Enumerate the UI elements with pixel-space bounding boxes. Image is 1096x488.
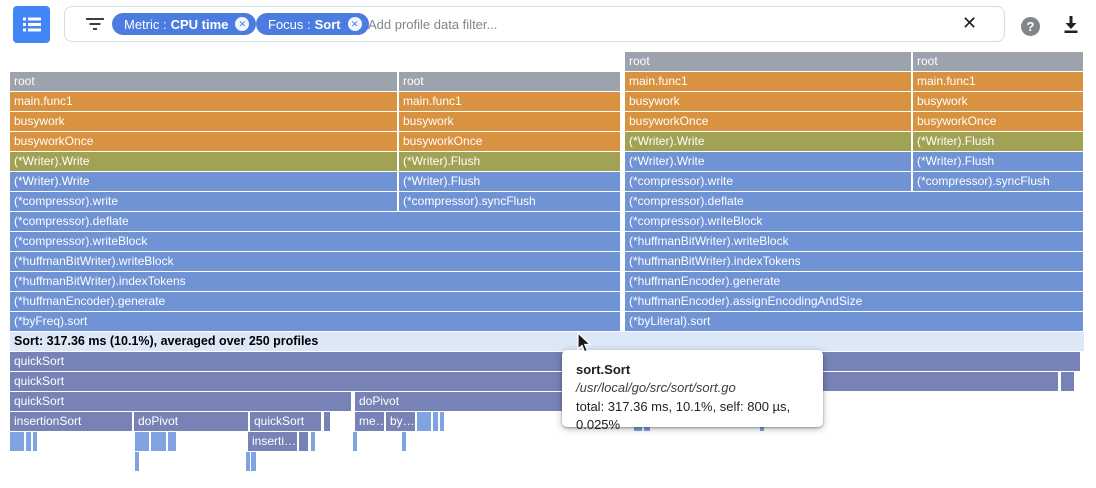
flame-bar-huffmanencoder-generate[interactable]: (*huffmanEncoder).generate: [625, 272, 1083, 291]
chip-metric-cpu-time[interactable]: Metric : CPU time ✕: [112, 13, 257, 35]
flame-bar-main-func1[interactable]: main.func1: [10, 92, 397, 111]
filter-input[interactable]: [366, 12, 790, 36]
flame-fragment[interactable]: [135, 452, 139, 471]
tooltip: sort.Sort /usr/local/go/src/sort/sort.go…: [562, 350, 823, 432]
flame-fragment[interactable]: [33, 432, 37, 451]
flame-bar-quicksort[interactable]: quickSort: [10, 392, 351, 411]
flame-fragment[interactable]: [311, 432, 315, 451]
flame-fragment[interactable]: [324, 412, 330, 431]
download-icon[interactable]: [1062, 15, 1080, 33]
flame-bar-quicksort[interactable]: quickSort: [10, 352, 1080, 371]
flame-bar-compressor-syncflush[interactable]: (*compressor).syncFlush: [399, 192, 620, 211]
flame-bar-busyworkonce[interactable]: busyworkOnce: [625, 112, 911, 131]
flame-fragment[interactable]: [168, 432, 172, 451]
flame-bar-busyworkonce[interactable]: busyworkOnce: [913, 112, 1083, 131]
flame-bar-root[interactable]: root: [399, 72, 620, 91]
chip-focus-prefix: Focus :: [268, 16, 311, 32]
flame-bar-by[interactable]: by…: [386, 412, 415, 431]
flame-bar-dopivot[interactable]: doPivot: [134, 412, 248, 431]
flame-bar-huffmanbitwriter-writeblock[interactable]: (*huffmanBitWriter).writeBlock: [625, 232, 1083, 251]
flame-bar-writer-write[interactable]: (*Writer).Write: [625, 152, 911, 171]
flame-bar-busywork[interactable]: busywork: [913, 92, 1083, 111]
flame-bar-writer-flush[interactable]: (*Writer).Flush: [913, 152, 1083, 171]
chip-focus-sort[interactable]: Focus : Sort ✕: [256, 13, 369, 35]
flame-bar-quicksort[interactable]: quickSort: [250, 412, 321, 431]
flame-bar-writer-write[interactable]: (*Writer).Write: [625, 132, 911, 151]
flame-bar-compressor-write[interactable]: (*compressor).write: [625, 172, 911, 191]
menu-button[interactable]: [13, 6, 50, 43]
flame-bar-root[interactable]: root: [913, 52, 1083, 71]
flame-bar-writer-write[interactable]: (*Writer).Write: [10, 172, 397, 191]
chip-metric-value: CPU time: [170, 16, 229, 32]
flame-bar-huffmanbitwriter-indextokens[interactable]: (*huffmanBitWriter).indexTokens: [10, 272, 620, 291]
flame-bar-compressor-write[interactable]: (*compressor).write: [10, 192, 397, 211]
flame-bar-writer-flush[interactable]: (*Writer).Flush: [399, 152, 620, 171]
flame-bar-writer-write[interactable]: (*Writer).Write: [10, 152, 397, 171]
flame-fragment[interactable]: [353, 432, 357, 451]
flame-fragment[interactable]: [299, 432, 308, 451]
flame-fragment[interactable]: [417, 412, 431, 431]
tooltip-function-name: sort.Sort: [576, 362, 631, 377]
flame-bar-quicksort[interactable]: quickSort: [10, 372, 1058, 391]
clear-icon[interactable]: ✕: [962, 13, 978, 33]
flame-bar-huffmanencoder-assignencodingandsize[interactable]: (*huffmanEncoder).assignEncodingAndSize: [625, 292, 1083, 311]
chip-close-icon[interactable]: ✕: [347, 17, 362, 31]
flame-bar-byliteral-sort[interactable]: (*byLiteral).sort: [625, 312, 1083, 331]
flame-bar-root[interactable]: root: [10, 72, 397, 91]
chip-close-icon[interactable]: ✕: [235, 17, 250, 31]
flame-fragment[interactable]: [402, 432, 406, 451]
flame-bar-main-func1[interactable]: main.func1: [399, 92, 620, 111]
flame-bar-main-func1[interactable]: main.func1: [625, 72, 911, 91]
flame-bar-compressor-writeblock[interactable]: (*compressor).writeBlock: [625, 212, 1083, 231]
flame-bar-busywork[interactable]: busywork: [10, 112, 397, 131]
flame-bar-compressor-syncflush[interactable]: (*compressor).syncFlush: [913, 172, 1083, 191]
flame-bar-compressor-deflate[interactable]: (*compressor).deflate: [625, 192, 1083, 211]
tooltip-stats: total: 317.36 ms, 10.1%, self: 800 µs, 0…: [576, 398, 791, 433]
flame-fragment[interactable]: [1061, 372, 1074, 391]
flame-fragment[interactable]: [26, 432, 31, 451]
flame-bar-busyworkonce[interactable]: busyworkOnce: [399, 132, 620, 151]
flame-bar-huffmanbitwriter-writeblock[interactable]: (*huffmanBitWriter).writeBlock: [10, 252, 620, 271]
flame-fragment[interactable]: [172, 432, 176, 451]
flame-bar-writer-flush[interactable]: (*Writer).Flush: [913, 132, 1083, 151]
help-icon[interactable]: ?: [1021, 17, 1040, 36]
flame-bar-root[interactable]: root: [625, 52, 911, 71]
view-list-icon: [22, 17, 41, 32]
flame-bar-huffmanbitwriter-indextokens[interactable]: (*huffmanBitWriter).indexTokens: [625, 252, 1083, 271]
flame-fragment[interactable]: [10, 432, 24, 451]
flame-bar-me[interactable]: me…: [355, 412, 384, 431]
flame-bar-huffmanencoder-generate[interactable]: (*huffmanEncoder).generate: [10, 292, 620, 311]
chip-focus-value: Sort: [314, 16, 341, 32]
flame-bar-busywork[interactable]: busywork: [625, 92, 911, 111]
flame-bar-insertionsort[interactable]: insertionSort: [10, 412, 132, 431]
flame-bar-compressor-deflate[interactable]: (*compressor).deflate: [10, 212, 620, 231]
flame-bar-byfreq-sort[interactable]: (*byFreq).sort: [10, 312, 620, 331]
flame-bar-sort-317-36-ms-10-1-averaged-over-250-profiles[interactable]: Sort: 317.36 ms (10.1%), averaged over 2…: [10, 332, 1084, 351]
flame-bar-compressor-writeblock[interactable]: (*compressor).writeBlock: [10, 232, 620, 251]
flame-bar-main-func1[interactable]: main.func1: [913, 72, 1083, 91]
mouse-cursor: [577, 332, 592, 353]
flame-fragment[interactable]: [251, 452, 256, 471]
tooltip-source-path: /usr/local/go/src/sort/sort.go: [576, 380, 736, 396]
flame-bar-busywork[interactable]: busywork: [399, 112, 620, 131]
flame-fragment[interactable]: [151, 432, 166, 451]
flame-bar-inserti[interactable]: inserti…: [248, 432, 297, 451]
filter-funnel-icon[interactable]: [86, 18, 104, 30]
flame-bar-busyworkonce[interactable]: busyworkOnce: [10, 132, 397, 151]
chip-metric-prefix: Metric :: [124, 16, 167, 32]
flame-fragment[interactable]: [246, 452, 250, 471]
flame-fragment[interactable]: [440, 412, 444, 431]
flame-bar-writer-flush[interactable]: (*Writer).Flush: [399, 172, 620, 191]
flame-fragment[interactable]: [135, 432, 149, 451]
flame-fragment[interactable]: [433, 412, 438, 431]
